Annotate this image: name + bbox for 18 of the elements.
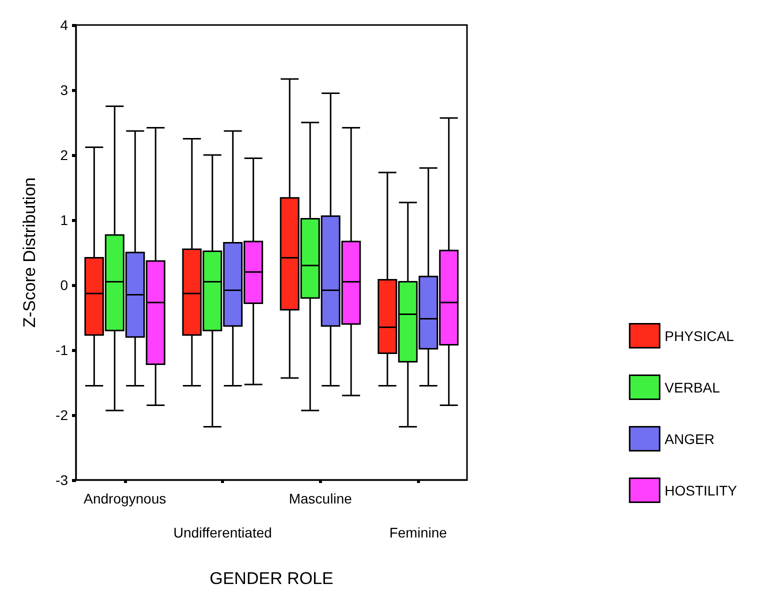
y-tick-label: 4 xyxy=(60,17,68,33)
legend-label: VERBAL xyxy=(664,379,720,396)
x-tick-label: Masculine xyxy=(288,490,352,506)
legend-label: PHYSICAL xyxy=(664,328,734,344)
x-axis-title: GENDER ROLE xyxy=(210,569,334,588)
y-tick-label: -1 xyxy=(56,342,68,358)
y-tick-label: -3 xyxy=(56,472,68,488)
x-tick-label: Androgynous xyxy=(84,490,166,506)
y-tick-label: 1 xyxy=(60,212,68,228)
legend-label: ANGER xyxy=(664,430,714,447)
y-axis-title: Z-Score Distribution xyxy=(20,177,39,328)
x-tick-label: Feminine xyxy=(389,524,448,540)
y-tick-label: 2 xyxy=(60,147,68,163)
y-tick-label: 3 xyxy=(60,82,68,98)
legend-label: HOSTILITY xyxy=(664,482,738,498)
y-tick-label: 0 xyxy=(60,277,68,293)
x-tick-label: Undifferentiated xyxy=(173,524,272,540)
y-tick-label: -2 xyxy=(56,407,68,423)
